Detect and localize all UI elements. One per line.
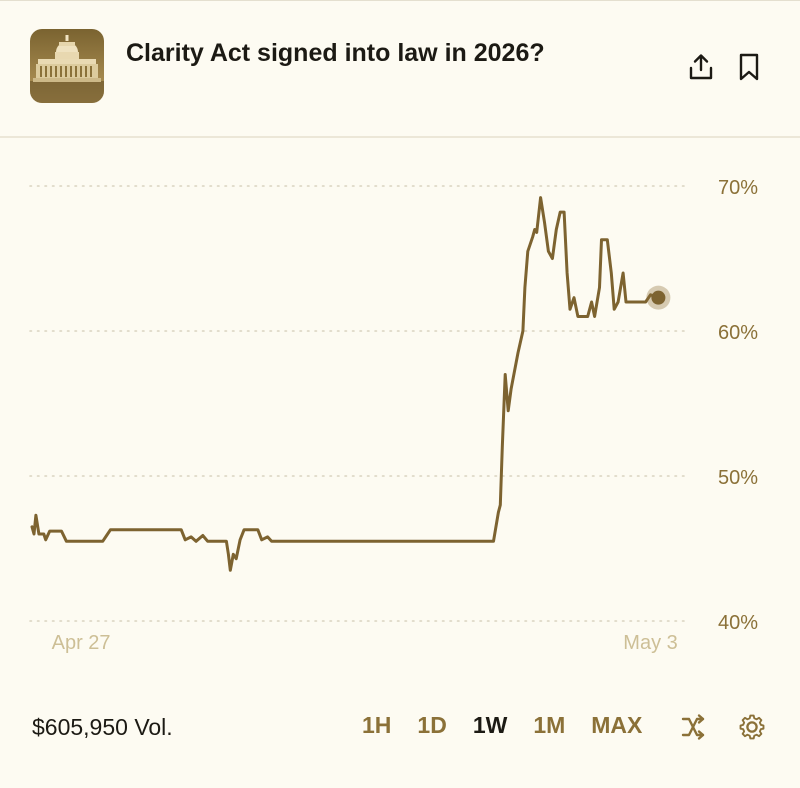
range-1w[interactable]: 1W [472,712,508,738]
volume-label: $605,950 Vol. [32,714,173,740]
time-range-selector: 1H 1D 1W 1M MAX [362,712,668,739]
y-tick-label: 40% [718,612,758,634]
capitol-building-icon [30,29,104,103]
y-tick-label: 60% [718,322,758,344]
price-chart-svg: 70% 60% 50% 40% Apr 27 May 3 [29,177,758,654]
share-button[interactable] [684,50,718,84]
market-header: Clarity Act signed into law in 2026? [0,0,800,138]
x-tick-label: Apr 27 [52,632,111,654]
y-tick-label: 70% [718,177,758,199]
range-1m[interactable]: 1M [533,712,566,738]
share-icon [689,54,713,80]
x-tick-label: May 3 [623,632,677,654]
price-chart: 70% 60% 50% 40% Apr 27 May 3 [0,140,800,670]
range-1d[interactable]: 1D [417,712,447,738]
range-max[interactable]: MAX [591,712,643,738]
top-divider [0,0,800,1]
settings-button[interactable] [735,710,769,744]
market-title: Clarity Act signed into law in 2026? [126,39,545,67]
bookmark-button[interactable] [732,50,766,84]
shuffle-icon [681,714,705,740]
chart-footer: $605,950 Vol. 1H 1D 1W 1M MAX [0,700,800,760]
range-1h[interactable]: 1H [362,712,392,738]
series-line [30,196,660,572]
gear-icon [739,714,765,740]
y-tick-label: 50% [718,467,758,489]
bookmark-icon [739,53,759,81]
current-point [651,290,666,305]
shuffle-button[interactable] [676,710,710,744]
